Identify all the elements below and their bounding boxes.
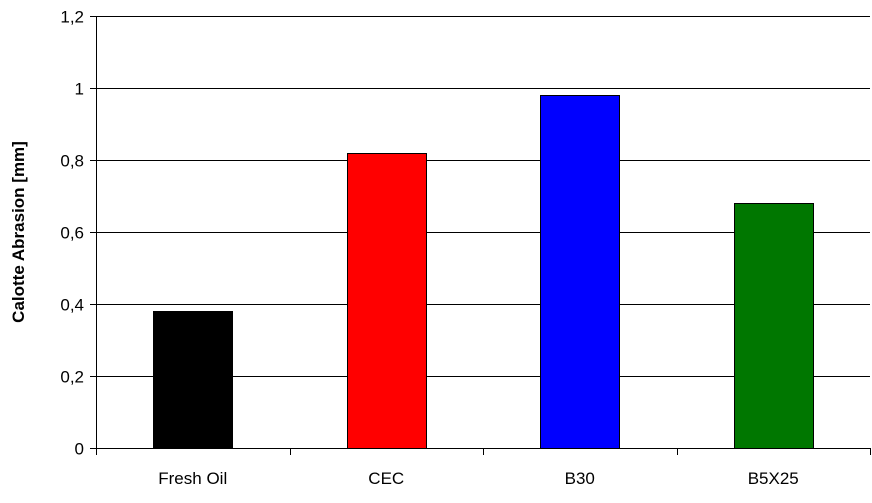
y-tick-label: 0,6 bbox=[60, 224, 84, 243]
x-tick-label: B5X25 bbox=[748, 469, 799, 488]
y-tick-label: 0,4 bbox=[60, 296, 84, 315]
y-tick-label: 0 bbox=[75, 440, 84, 459]
y-tick-label: 0,2 bbox=[60, 368, 84, 387]
x-tick-label: CEC bbox=[368, 469, 404, 488]
y-tick-label: 1 bbox=[75, 80, 84, 99]
x-tick-label: B30 bbox=[565, 469, 595, 488]
x-tick-label: Fresh Oil bbox=[158, 469, 227, 488]
bar bbox=[734, 203, 814, 449]
y-axis-title: Calotte Abrasion [mm] bbox=[9, 141, 28, 323]
tick-labels: 0 0,2 0,4 0,6 0,8 1 1,2 Fresh Oil CEC B30 B5X25 bbox=[60, 8, 798, 489]
bar bbox=[540, 95, 620, 449]
bars bbox=[153, 95, 814, 449]
y-tick-label: 0,8 bbox=[60, 152, 84, 171]
axes bbox=[90, 16, 871, 455]
y-tick-label: 1,2 bbox=[60, 8, 84, 27]
bar bbox=[347, 153, 427, 449]
bar bbox=[153, 311, 233, 449]
